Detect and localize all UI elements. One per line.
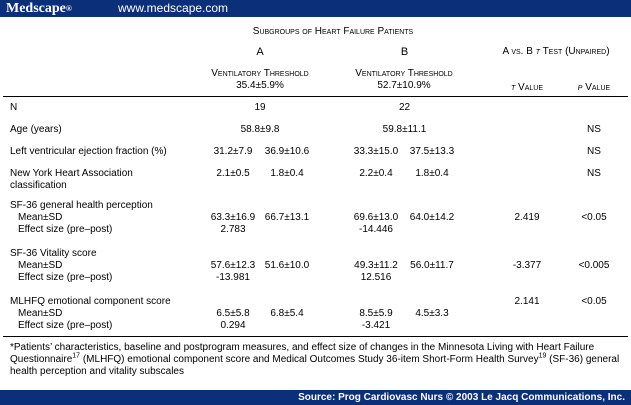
row-age-label: Age (years) [10, 124, 62, 135]
header-rule [3, 96, 628, 97]
row-sf36-gh-t: 2.419 [514, 212, 540, 223]
row-mlhfq-mean-label: Mean±SD [18, 308, 63, 319]
row-sf36-v-label: SF-36 Vitality score [10, 248, 97, 259]
row-mlhfq-label: MLHFQ emotional component score [10, 296, 171, 307]
row-lvef-a2: 36.9±10.6 [264, 146, 310, 157]
registered-mark: ® [65, 4, 72, 13]
t-value-rest: Value [515, 82, 543, 93]
row-sf36-v-a2: 51.6±10.0 [264, 260, 310, 271]
row-sf36-gh-label: SF-36 general health perception [10, 200, 153, 211]
footnote-ref-19: 19 [538, 352, 547, 360]
row-lvef-b2: 37.5±13.3 [409, 146, 455, 157]
row-n-a: 19 [254, 102, 266, 113]
comparison-rest: Test (Unpaired) [539, 46, 610, 57]
row-mlhfq-b1: 8.5±5.9 [359, 308, 393, 319]
table-footnote: *Patients’ characteristics, baseline and… [10, 342, 622, 378]
row-sf36-v-mean-label: Mean±SD [18, 260, 63, 271]
row-age-p: NS [587, 124, 601, 135]
row-nyha-label-2: classification [10, 180, 67, 191]
subgroups-title: Subgroups of Heart Failure Patients [252, 26, 414, 37]
footnote-part-1: *Patients’ characteristics, baseline and… [10, 342, 595, 365]
row-age-a: 58.8±9.8 [240, 124, 280, 135]
row-nyha-b1: 2.2±0.4 [359, 168, 393, 179]
group-a-heading: A [256, 46, 264, 58]
row-nyha-a2: 1.8±0.4 [270, 168, 304, 179]
row-sf36-gh-p: <0.05 [581, 212, 607, 223]
footnote-part-3: (SF-36) general health perception and vi… [10, 354, 620, 377]
row-sf36-v-b2: 56.0±11.7 [410, 260, 454, 271]
row-n-label: N [10, 102, 18, 113]
row-lvef-p: NS [587, 146, 601, 157]
row-sf36-v-a-effect: -13.981 [216, 272, 250, 283]
row-sf36-gh-b1: 69.6±13.0 [353, 212, 399, 223]
medscape-logo[interactable]: Medscape® [6, 0, 72, 17]
row-sf36-gh-effect-label: Effect size (pre–post) [18, 224, 113, 235]
row-mlhfq-a2: 6.8±5.4 [270, 308, 304, 319]
table-bottom-rule [3, 336, 628, 337]
row-nyha-a1: 2.1±0.5 [216, 168, 250, 179]
row-sf36-gh-b-effect: -14.446 [359, 224, 393, 235]
row-mlhfq-a-effect: 0.294 [220, 320, 246, 331]
row-sf36-gh-a-effect: 2.783 [220, 224, 246, 235]
t-test-heading: A vs. B t Test (Unpaired) [482, 46, 630, 58]
p-value-heading: p Value [565, 82, 623, 94]
row-lvef-a1: 31.2±7.9 [213, 146, 253, 157]
row-lvef-b1: 33.3±15.0 [353, 146, 399, 157]
footnote-ref-17: 17 [72, 352, 81, 360]
row-mlhfq-a1: 6.5±5.8 [216, 308, 250, 319]
row-nyha-b2: 1.8±0.4 [415, 168, 449, 179]
row-n-b: 22 [398, 102, 411, 113]
row-sf36-gh-b2: 64.0±14.2 [409, 212, 455, 223]
row-sf36-gh-mean-label: Mean±SD [18, 212, 63, 223]
row-nyha-label-1: New York Heart Association [10, 168, 133, 179]
bottom-banner: Source: Prog Cardiovasc Nurs © 2003 Le J… [0, 390, 631, 405]
row-sf36-v-a1: 57.6±12.3 [210, 260, 256, 271]
group-a-threshold-label: Ventilatory Threshold [211, 68, 309, 79]
row-mlhfq-p: <0.05 [581, 296, 607, 307]
row-lvef-label: Left ventricular ejection fraction (%) [10, 146, 167, 157]
group-b-threshold-label: Ventilatory Threshold [355, 68, 453, 79]
row-sf36-gh-a2: 66.7±13.1 [264, 212, 310, 223]
row-sf36-v-p: <0.005 [578, 260, 610, 271]
row-sf36-v-b-effect: 12.516 [360, 272, 392, 283]
row-nyha-p: NS [587, 168, 601, 179]
footnote-part-2: (MLHFQ) emotional component score and Me… [80, 354, 539, 365]
t-value-heading: t Value [492, 82, 562, 94]
row-sf36-v-b1: 49.3±11.2 [354, 260, 398, 271]
row-sf36-gh-a1: 63.3±16.9 [210, 212, 256, 223]
comparison-t: t [535, 46, 540, 57]
comparison-label: A vs. B [502, 46, 536, 57]
p-value-rest: Value [582, 82, 611, 93]
row-mlhfq-b2: 4.5±3.3 [415, 308, 449, 319]
group-a-threshold-value: 35.4±5.9% [236, 80, 284, 91]
source-credit: Source: Prog Cardiovasc Nurs © 2003 Le J… [298, 392, 625, 403]
row-mlhfq-b-effect: -3.421 [361, 320, 391, 331]
row-mlhfq-effect-label: Effect size (pre–post) [18, 320, 113, 331]
t-value-t: t [510, 82, 516, 93]
logo-text: Medscape [6, 1, 66, 16]
group-b-heading: B [400, 46, 409, 58]
row-sf36-v-effect-label: Effect size (pre–post) [18, 272, 113, 283]
site-url-link[interactable]: www.medscape.com [118, 1, 229, 15]
p-value-p: p [577, 82, 583, 93]
row-sf36-v-t: -3.377 [512, 260, 542, 271]
row-age-b: 59.8±11.1 [382, 124, 427, 135]
row-mlhfq-t: 2.141 [514, 296, 540, 307]
top-banner: Medscape® www.medscape.com [0, 0, 631, 17]
group-b-threshold-value: 52.7±10.9% [377, 80, 431, 91]
